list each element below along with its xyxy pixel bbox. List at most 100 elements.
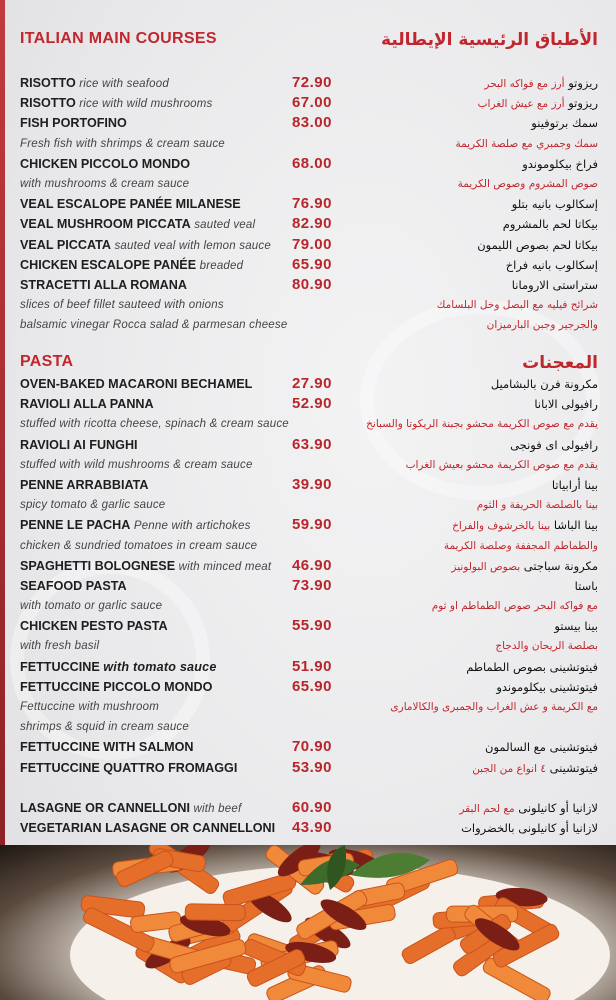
item-name-arabic: إسكالوب بانيه فراخ [505, 257, 598, 272]
item-name: OVEN-BAKED MACARONI BECHAMEL [20, 377, 253, 391]
item-description-en: stuffed with ricotta cheese, spinach & c… [20, 418, 289, 431]
item-name: FETTUCCINE PICCOLO MONDO [20, 679, 213, 694]
menu-item: OVEN-BAKED MACARONI BECHAMEL 27.90 مكرونة … [0, 374, 616, 394]
item-description: sauted veal with lemon sauce [114, 239, 271, 252]
item-name-ar: فيتوتشينى ٤ انواع من الجبن [472, 758, 598, 779]
item-name: PENNE ARRABBIATA [20, 477, 149, 492]
menu-item-description: chicken & sundried tomatoes in cream sau… [0, 536, 616, 556]
item-description-en: shrimps & squid in cream sauce [20, 721, 189, 734]
item-name-arabic: بينا أرابياتا [551, 477, 598, 492]
item-name: RAVIOLI ALLA PANNA [20, 397, 154, 412]
item-price: 55.90 [291, 617, 332, 635]
item-price: 51.90 [291, 657, 332, 675]
basil-leaf [327, 845, 346, 890]
item-price: 76.90 [291, 195, 332, 213]
penne-piece [492, 923, 560, 968]
item-price: 73.90 [291, 576, 332, 594]
item-name-en: SPAGHETTI BOLOGNESE with minced meat [20, 556, 271, 577]
item-name-arabic: فيتوتشينى بصوص الطماطم [466, 659, 598, 674]
item-name-arabic: رافيولى الابانا [534, 397, 598, 412]
item-name: CHICKEN PESTO PASTA [20, 619, 168, 634]
item-name-arabic: ستراستى الارومانا [511, 277, 598, 292]
section-title-en: PASTA [20, 353, 74, 370]
item-name-arabic: سمك برتوفينو [531, 116, 598, 131]
item-name-ar: باستا [575, 576, 598, 596]
item-name-arabic: فيتوتشينى مع السالمون [485, 740, 598, 755]
item-description-ar: بصلصة الريحان والدجاج [495, 640, 598, 653]
item-name-en: CHICKEN PESTO PASTA [20, 616, 168, 636]
item-description: rice with wild mushrooms [79, 98, 213, 111]
item-description-ar: شرائح فيليه مع البصل وخل البلسامك [436, 299, 598, 312]
item-name-arabic: بيكاتا لحم بصوص الليمون [477, 237, 598, 252]
item-name-arabic: فراخ بيكلوموندو [522, 156, 598, 171]
menu-item-description: spicy tomato & garlic sauce بينا بالصلصة … [0, 495, 616, 515]
item-name-arabic: فيتوتشينى بيكلوموندو [496, 679, 598, 694]
item-name-en: VEGETARIAN LASAGNE OR CANNELLONI [20, 818, 275, 838]
menu-item: SPAGHETTI BOLOGNESE with minced meat 46.9… [0, 556, 616, 576]
menu-item-description: with mushrooms & cream sauce صوص المشروم … [0, 174, 616, 194]
item-name-ar: فيتوتشينى بصوص الطماطم [466, 657, 598, 677]
item-description-en: Fettuccine with mushroom [20, 701, 160, 713]
menu-item: RISOTTO rice with seafood 72.90 ريزوتو أرز… [0, 73, 616, 93]
item-name-en: RISOTTO rice with wild mushrooms [20, 93, 213, 114]
menu-item-description: with tomato or garlic sauce مع فواكه البح… [0, 596, 616, 616]
item-name: VEGETARIAN LASAGNE OR CANNELLONI [20, 821, 276, 836]
item-name-ar: بيكاتا لحم بصوص الليمون [477, 235, 598, 255]
item-description-arabic: أرز مع فواكه البحر [484, 78, 565, 90]
item-name-en: PENNE ARRABBIATA [20, 475, 149, 495]
menu-item: VEGETARIAN LASAGNE OR CANNELLONI 43.90 لاز… [0, 818, 616, 838]
pasta-header: PASTA المعجنات [0, 353, 616, 377]
item-name-ar: إسكالوب بانيه فراخ [506, 255, 598, 275]
menu-item: PENNE LE PACHA Penne with artichokes 59.9… [0, 515, 616, 535]
menu-item-description: stuffed with wild mushrooms & cream sauc… [0, 455, 616, 475]
item-name: SEAFOOD PASTA [20, 578, 127, 593]
item-description-arabic: بينا بالخرشوف والفراخ [452, 520, 551, 533]
item-name-en: PENNE LE PACHA Penne with artichokes [20, 515, 251, 536]
item-price: 83.00 [291, 114, 332, 132]
item-name: VEAL ESCALOPE PANÉE MILANESE [20, 197, 241, 212]
item-price: 67.00 [291, 94, 332, 112]
item-price: 46.90 [291, 556, 332, 574]
item-name-arabic: بينا بيستو [554, 619, 598, 634]
item-description-en: with mushrooms & cream sauce [20, 177, 190, 190]
item-name-en: LASAGNE OR CANNELLONI with beef [20, 798, 241, 819]
item-name-ar: بينا الباشا بينا بالخرشوف والفراخ [452, 515, 598, 536]
penne-piece [116, 850, 174, 888]
item-name-en: FETTUCCINE WITH SALMON [20, 737, 194, 757]
item-description-ar: مع فواكه البحر صوص الطماطم او ثوم [431, 600, 598, 613]
item-name-ar: ريزوتو أرز مع فواكه البحر [484, 73, 598, 94]
item-name: FISH PORTOFINO [20, 116, 127, 131]
menu-item: VEAL ESCALOPE PANÉE MILANESE 76.90 إسكالوب… [0, 194, 616, 214]
item-name-en: RAVIOLI AI FUNGHI [20, 435, 138, 455]
item-name-ar: سمك برتوفينو [531, 113, 598, 133]
item-name: FETTUCCINE [20, 659, 100, 674]
main-courses-header: ITALIAN MAIN COURSES الأطباق الرئيسية ال… [0, 30, 616, 54]
item-description: sauted veal [194, 219, 256, 232]
sundried-tomato [320, 899, 367, 930]
item-name-en: FETTUCCINE with tomato sauce [20, 657, 217, 677]
item-price: 52.90 [291, 395, 332, 413]
item-name: CHICKEN ESCALOPE PANÉE [20, 257, 197, 272]
item-price: 65.90 [291, 677, 332, 695]
item-description-en: stuffed with wild mushrooms & cream sauc… [20, 458, 253, 471]
item-price: 65.90 [291, 255, 332, 273]
penne-piece [169, 939, 247, 974]
item-price: 43.90 [291, 819, 332, 837]
menu-item: RAVIOLI AI FUNGHI 63.90 رافيولى اى فونجى [0, 435, 616, 455]
item-name-arabic: لازانيا أو كانيلونى بالخضروات [461, 821, 598, 836]
item-description-arabic: بصوص البولونيز [451, 560, 521, 573]
item-name: STRACETTI ALLA ROMANA [20, 277, 187, 292]
basil-leaf [350, 852, 430, 878]
penne-piece [184, 903, 246, 922]
item-name-arabic: بيكاتا لحم بالمشروم [502, 217, 598, 232]
menu-item: STRACETTI ALLA ROMANA 80.90 ستراستى الاروم… [0, 275, 616, 295]
pasta-list: OVEN-BAKED MACARONI BECHAMEL 27.90 مكرونة … [0, 374, 616, 838]
item-description-en: spicy tomato & garlic sauce [20, 499, 166, 512]
penne-piece [482, 957, 551, 1000]
penne-piece [246, 949, 306, 987]
menu-item-description: stuffed with ricotta cheese, spinach & c… [0, 414, 616, 434]
menu-item: FETTUCCINE QUATTRO FROMAGGI 53.90 فيتوتشين… [0, 758, 616, 778]
item-description: with minced meat [178, 560, 272, 573]
menu-item: FETTUCCINE PICCOLO MONDO 65.90 فيتوتشينى ب… [0, 677, 616, 697]
menu-item: PENNE ARRABBIATA 39.90 بينا أرابياتا [0, 475, 616, 495]
